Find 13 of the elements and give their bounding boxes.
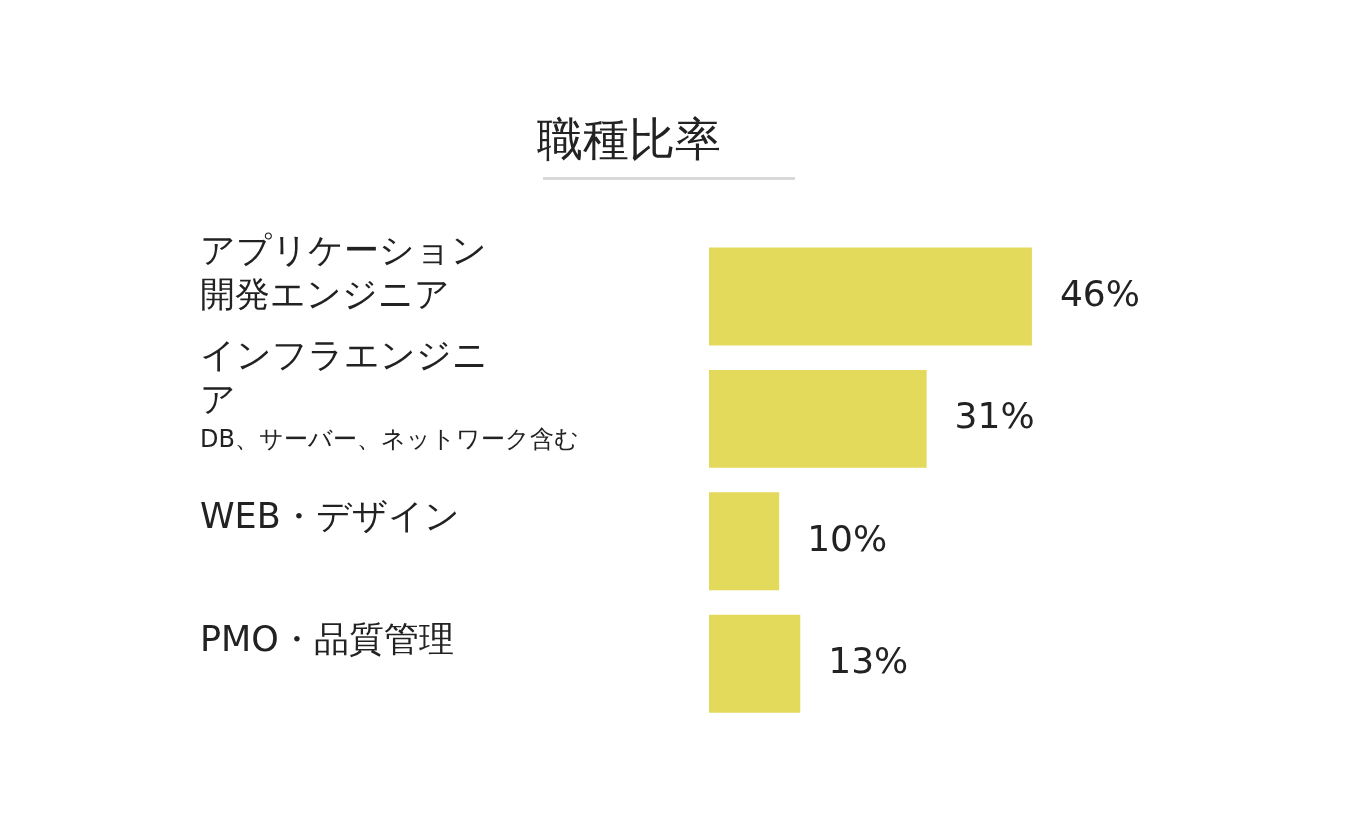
bar <box>709 369 927 468</box>
y-tick-label: インフラエンジニア DB、サーバー、ネットワーク含む <box>200 334 579 454</box>
chart-title: 職種比率 <box>537 111 721 166</box>
y-tick-label: WEB・デザイン <box>200 496 460 537</box>
data-label: 10% <box>807 517 888 559</box>
y-tick-label: PMO・品質管理 <box>200 618 454 659</box>
data-label: 31% <box>954 395 1035 437</box>
bar <box>709 614 801 713</box>
bar <box>709 492 780 591</box>
bar <box>709 247 1032 346</box>
data-label: 13% <box>828 640 909 682</box>
data-label: 46% <box>1059 272 1140 314</box>
y-tick-label: アプリケーション開発エンジニア <box>200 229 487 314</box>
